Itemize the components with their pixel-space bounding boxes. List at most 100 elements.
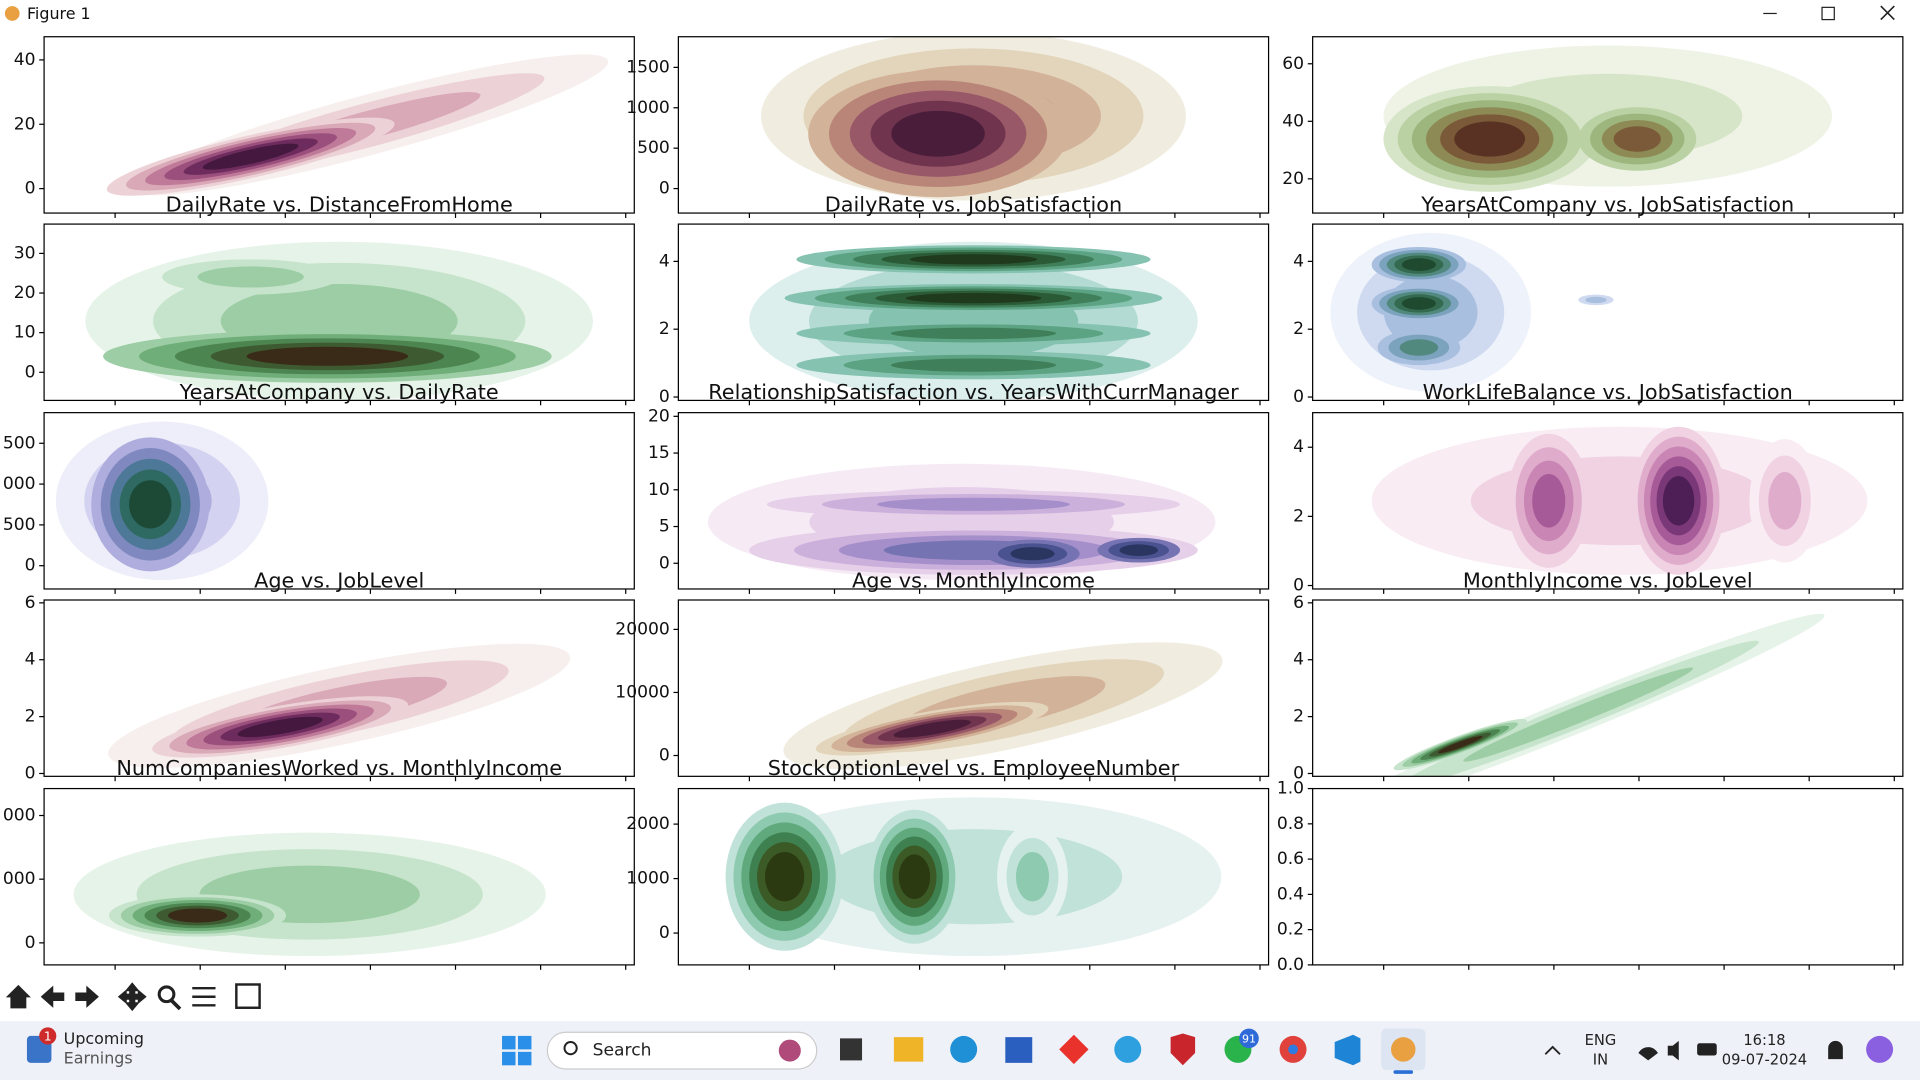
axes-frame [43, 787, 635, 966]
notifications[interactable] [1828, 1040, 1843, 1060]
mcafee[interactable] [1170, 1033, 1196, 1066]
contour-level [890, 358, 1057, 372]
active-indicator [1393, 1070, 1414, 1074]
subplot: 0.0 0.2 0.4 0.6 0.8 1.0 [1277, 779, 1904, 975]
zoom-button[interactable] [157, 985, 176, 1004]
contour-level [168, 908, 228, 923]
subplot: 20 40 60 YearsAtCompany vs. JobSatisfaction [1282, 36, 1904, 218]
home-button[interactable] [5, 984, 31, 1009]
axes-frame [43, 223, 635, 402]
file-explorer[interactable] [893, 1037, 924, 1062]
y-tick-label: 500 [637, 138, 670, 158]
y-tick-label: 1000 [626, 869, 670, 889]
back-button[interactable] [40, 985, 65, 1008]
y-tick-label: 4 [1293, 650, 1304, 670]
subplot-title: Age vs. JobLevel [254, 569, 424, 593]
subplot-title: MonthlyIncome vs. JobLevel [1463, 569, 1753, 593]
y-tick-label: 000 [3, 869, 36, 889]
news-line2: Earnings [64, 1049, 133, 1068]
kde-contours [1371, 426, 1868, 575]
contour-level [1662, 476, 1695, 526]
y-tick-label: 1.0 [1277, 779, 1304, 799]
window-title: Figure 1 [27, 4, 91, 23]
contour-level [129, 480, 172, 529]
task-view[interactable] [840, 1038, 863, 1061]
subplot: 0 2 4 WorkLifeBalance vs. JobSatisfaction [1293, 223, 1904, 407]
contour-level [1613, 126, 1661, 152]
y-tick-label: 2 [1293, 319, 1304, 339]
y-tick-label: 20 [14, 283, 36, 303]
store[interactable] [1005, 1037, 1033, 1063]
clock-date: 09-07-2024 [1722, 1051, 1807, 1068]
contour-level [877, 497, 1070, 511]
contour-level [1401, 297, 1436, 310]
y-tick-label: 0 [1293, 763, 1304, 783]
subplot: 0 1000 2000 [626, 787, 1270, 970]
y-tick-label: 20 [14, 114, 36, 134]
subplot: 0 10000 20000 StockOptionLevel vs. Employee… [615, 599, 1270, 782]
chrome-center [1288, 1044, 1298, 1055]
clock-time: 16:18 [1743, 1032, 1785, 1049]
y-tick-label: 10 [648, 480, 670, 500]
subplot-title: YearsAtCompany vs. DailyRate [179, 380, 499, 404]
y-tick-label: 500 [3, 433, 36, 453]
title-bar [0, 0, 1920, 29]
contour-level [898, 854, 931, 900]
close-button[interactable] [1880, 5, 1895, 21]
y-tick-label: 000 [3, 806, 36, 826]
configure-button[interactable] [192, 986, 216, 1007]
subplot-title: DailyRate vs. DistanceFromHome [166, 193, 513, 217]
y-tick-label: 60 [1282, 54, 1304, 74]
y-tick-label: 0.2 [1277, 920, 1304, 940]
search-text: Search [593, 1041, 652, 1061]
subplot: 0 20 40 DailyRate vs. DistanceFromHome [14, 36, 635, 218]
axes-frame [677, 412, 1270, 590]
restore-button[interactable] [1821, 6, 1835, 21]
kde-contours [85, 241, 593, 401]
axes-frame [1312, 787, 1904, 966]
contour-level [1454, 121, 1526, 157]
forward-button[interactable] [75, 985, 99, 1008]
contour-level [1768, 472, 1802, 530]
kde-contours [783, 642, 1223, 770]
y-tick-label: 0 [25, 933, 36, 953]
subplot: 0 2 4 RelationshipSatisfaction vs. YearsWit… [659, 223, 1270, 407]
subplot: 0 2 4 6 NumCompaniesWorked vs. MonthlyIncome [25, 593, 635, 783]
app-blue[interactable] [1114, 1035, 1142, 1063]
subplot-title: StockOptionLevel vs. EmployeeNumber [768, 756, 1180, 780]
y-tick-label: 0 [659, 923, 670, 943]
contour-level [764, 852, 805, 902]
y-tick-label: 000 [3, 474, 36, 494]
start-button[interactable] [502, 1035, 532, 1066]
axes-frame [677, 223, 1270, 402]
y-tick-label: 0.6 [1277, 849, 1304, 869]
edge[interactable] [950, 1035, 978, 1063]
whatsapp-badge [1239, 1028, 1259, 1049]
y-tick-label: 20 [648, 406, 670, 426]
subplot-title: DailyRate vs. JobSatisfaction [825, 193, 1122, 217]
y-tick-label: 4 [25, 650, 36, 670]
y-tick-label: 2000 [626, 814, 670, 834]
tray-chevron[interactable] [1544, 1045, 1561, 1055]
save-button[interactable] [235, 983, 261, 1009]
zoom-handle [170, 999, 182, 1011]
y-tick-label: 4 [659, 251, 670, 271]
y-tick-label: 0 [25, 179, 36, 199]
news-line1: Upcoming [64, 1029, 144, 1048]
contour-level [1401, 258, 1436, 271]
subplot: 0 2 4 6 [1293, 593, 1904, 783]
matplotlib-app[interactable] [1391, 1037, 1416, 1062]
vscode[interactable] [1334, 1034, 1361, 1066]
pan-button[interactable] [117, 982, 147, 1012]
search-box[interactable] [546, 1031, 818, 1070]
y-tick-label: 1500 [626, 57, 670, 77]
kde-contours [73, 832, 546, 957]
y-tick-label: 0 [1293, 387, 1304, 407]
copilot[interactable] [1866, 1035, 1894, 1063]
y-tick-label: 2 [1293, 707, 1304, 727]
y-tick-label: 0.4 [1277, 884, 1304, 904]
y-tick-label: 2 [1293, 506, 1304, 526]
subplot-title: RelationshipSatisfaction vs. YearsWithCu… [708, 380, 1239, 404]
whatsapp-badge-text: 91 [1242, 1033, 1256, 1046]
